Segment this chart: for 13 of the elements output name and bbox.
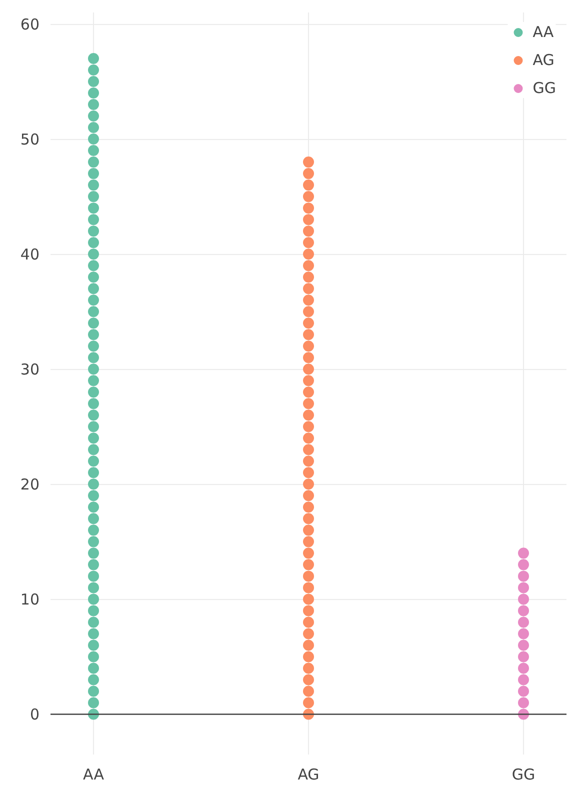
legend-label: AA <box>532 23 554 41</box>
y-tick-label: 50 <box>20 130 40 149</box>
x-tick-label: AA <box>83 766 105 784</box>
legend-label: GG <box>532 79 556 97</box>
y-tick-label: 60 <box>20 16 40 34</box>
x-tick-label: GG <box>512 766 536 784</box>
y-tick-label: 30 <box>20 360 40 379</box>
legend-label: AG <box>532 51 554 69</box>
y-tick-label: 20 <box>20 476 40 494</box>
y-tick-label: 40 <box>20 246 40 264</box>
x-tick-label: AG <box>298 766 320 784</box>
y-tick-label: 10 <box>20 590 40 609</box>
y-tick-label: 0 <box>30 706 40 724</box>
